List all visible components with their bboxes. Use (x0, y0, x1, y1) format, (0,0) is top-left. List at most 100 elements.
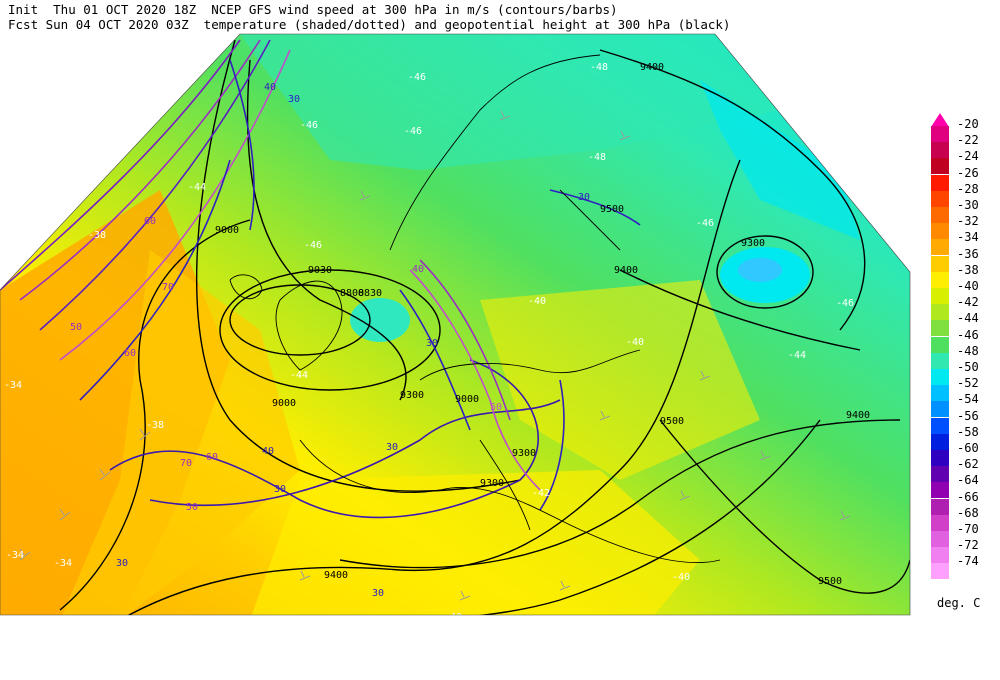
warm-region-west (60, 250, 300, 615)
colorbar-swatch (931, 352, 949, 369)
height-label: 9300 (400, 390, 424, 401)
colorbar-label: -34 (957, 230, 979, 245)
colorbar-label: -40 (957, 279, 979, 293)
wind-barb (679, 490, 691, 501)
wind-contour (539, 379, 565, 511)
colorbar-swatch (931, 223, 949, 240)
wind-barb (759, 450, 771, 461)
temperature-label: -46 (836, 298, 854, 309)
wind-contour (409, 269, 541, 491)
temperature-label: -48 (590, 62, 608, 73)
wind-contour (59, 49, 291, 361)
temperature-label: -34 (6, 550, 24, 561)
wind-barb (459, 590, 471, 601)
height-contours (59, 39, 910, 615)
wind-contour (419, 259, 511, 421)
colorbar-swatch (931, 385, 949, 402)
height-label: 9400 (324, 570, 348, 581)
colorbar-units: deg. C (937, 596, 981, 610)
wind-label: 30 (116, 558, 128, 569)
map-labels: 9000 9030 8800 8830 9300 9400 9500 9300 … (4, 62, 870, 641)
scandinavia-coast (389, 54, 601, 251)
height-label: 9500 (356, 630, 380, 641)
height-label: 9300 (480, 478, 504, 489)
header-line-init: Init Thu 01 OCT 2020 18Z NCEP GFS wind s… (8, 2, 618, 17)
height-contour (599, 49, 866, 331)
height-contour-low (219, 269, 441, 391)
colorbar-swatch (931, 174, 949, 191)
wind-label: 40 (264, 82, 276, 93)
colorbar-swatch (931, 498, 949, 515)
colorbar-swatch (931, 450, 949, 466)
height-label: 9300 (512, 448, 536, 459)
temperature-label: -40 (626, 337, 644, 348)
cold-core-inner (738, 258, 782, 282)
height-contour (59, 219, 251, 611)
wind-label: 70 (180, 458, 192, 469)
wind-label: 50 (70, 322, 82, 333)
central-europe-border (419, 349, 641, 381)
wind-label: 60 (144, 216, 156, 227)
height-label: 9400 (640, 62, 664, 73)
height-label: 9500 (818, 576, 842, 587)
wind-barb (139, 428, 151, 441)
temperature-label: -38 (88, 230, 106, 241)
temperature-label: -46 (304, 240, 322, 251)
wind-label: 30 (372, 588, 384, 599)
colorbar-swatch (931, 320, 949, 337)
temperature-label: -38 (146, 420, 164, 431)
british-isles-coast (275, 280, 343, 371)
wind-barb (59, 508, 71, 521)
colorbar-label: -58 (957, 424, 979, 439)
wind-label: 60 (124, 348, 136, 359)
colorbar-swatch (931, 336, 949, 353)
temperature-label: -46 (300, 120, 318, 131)
italy-coast (479, 439, 531, 531)
height-label: 9400 (846, 410, 870, 421)
wind-contour (149, 399, 561, 507)
wind-label: 50 (490, 402, 502, 413)
height-label: 8800 (340, 288, 364, 299)
colorbar-label: -20 (957, 117, 979, 131)
temperature-label: -42 (532, 488, 550, 499)
wind-contours (0, 39, 641, 519)
colorbar-label: -66 (957, 489, 979, 504)
wind-barb (99, 468, 111, 481)
wind-label: 70 (162, 282, 174, 293)
wind-barb (599, 410, 611, 421)
wind-barb (359, 190, 371, 201)
colorbar-label: -48 (957, 343, 979, 358)
colorbar-swatch (931, 466, 949, 483)
colorbar-swatch (931, 433, 949, 450)
colorbar-swatch (931, 142, 949, 159)
colorbar-label: -24 (957, 149, 979, 164)
wind-label: 30 (426, 338, 438, 349)
colorbar-label: -56 (957, 408, 979, 423)
coastlines (229, 54, 721, 563)
colorbar-arrow-icon (931, 113, 949, 127)
height-contour-low (716, 235, 814, 309)
cold-core-north-sea (350, 298, 410, 342)
header-line-forecast: Fcst Sun 04 OCT 2020 03Z temperature (sh… (8, 17, 731, 32)
height-label: 9300 (741, 238, 765, 249)
wind-label: 50 (186, 502, 198, 513)
colorbar-label: -70 (957, 522, 979, 536)
wind-barb (699, 370, 711, 381)
height-contour (195, 39, 521, 492)
colorbar-swatch (931, 563, 949, 580)
temperature-label: -40 (528, 296, 546, 307)
wind-contour (109, 359, 539, 519)
wind-barbs (19, 110, 851, 601)
temperature-label: -44 (188, 182, 206, 193)
wind-barb (499, 110, 511, 121)
colorbar-swatch (931, 271, 949, 288)
cold-region-northeast (700, 80, 860, 240)
colorbar-label: -74 (957, 554, 979, 569)
temperature-label: -40 (444, 612, 462, 623)
colorbar-swatch (931, 417, 949, 434)
wind-label: 60 (206, 452, 218, 463)
colorbar-label: -62 (957, 457, 979, 472)
height-label: 8830 (358, 288, 382, 299)
colorbar-label: -68 (957, 505, 979, 520)
